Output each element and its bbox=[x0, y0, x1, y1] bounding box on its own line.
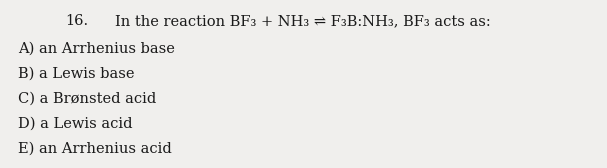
Text: A) an Arrhenius base: A) an Arrhenius base bbox=[18, 42, 175, 56]
Text: B) a Lewis base: B) a Lewis base bbox=[18, 67, 135, 81]
Text: C) a Brønsted acid: C) a Brønsted acid bbox=[18, 92, 156, 106]
Text: 16.: 16. bbox=[65, 14, 88, 28]
Text: E) an Arrhenius acid: E) an Arrhenius acid bbox=[18, 142, 172, 156]
Text: D) a Lewis acid: D) a Lewis acid bbox=[18, 117, 132, 131]
Text: In the reaction BF₃ + NH₃ ⇌ F₃B:NH₃, BF₃ acts as:: In the reaction BF₃ + NH₃ ⇌ F₃B:NH₃, BF₃… bbox=[115, 14, 490, 28]
